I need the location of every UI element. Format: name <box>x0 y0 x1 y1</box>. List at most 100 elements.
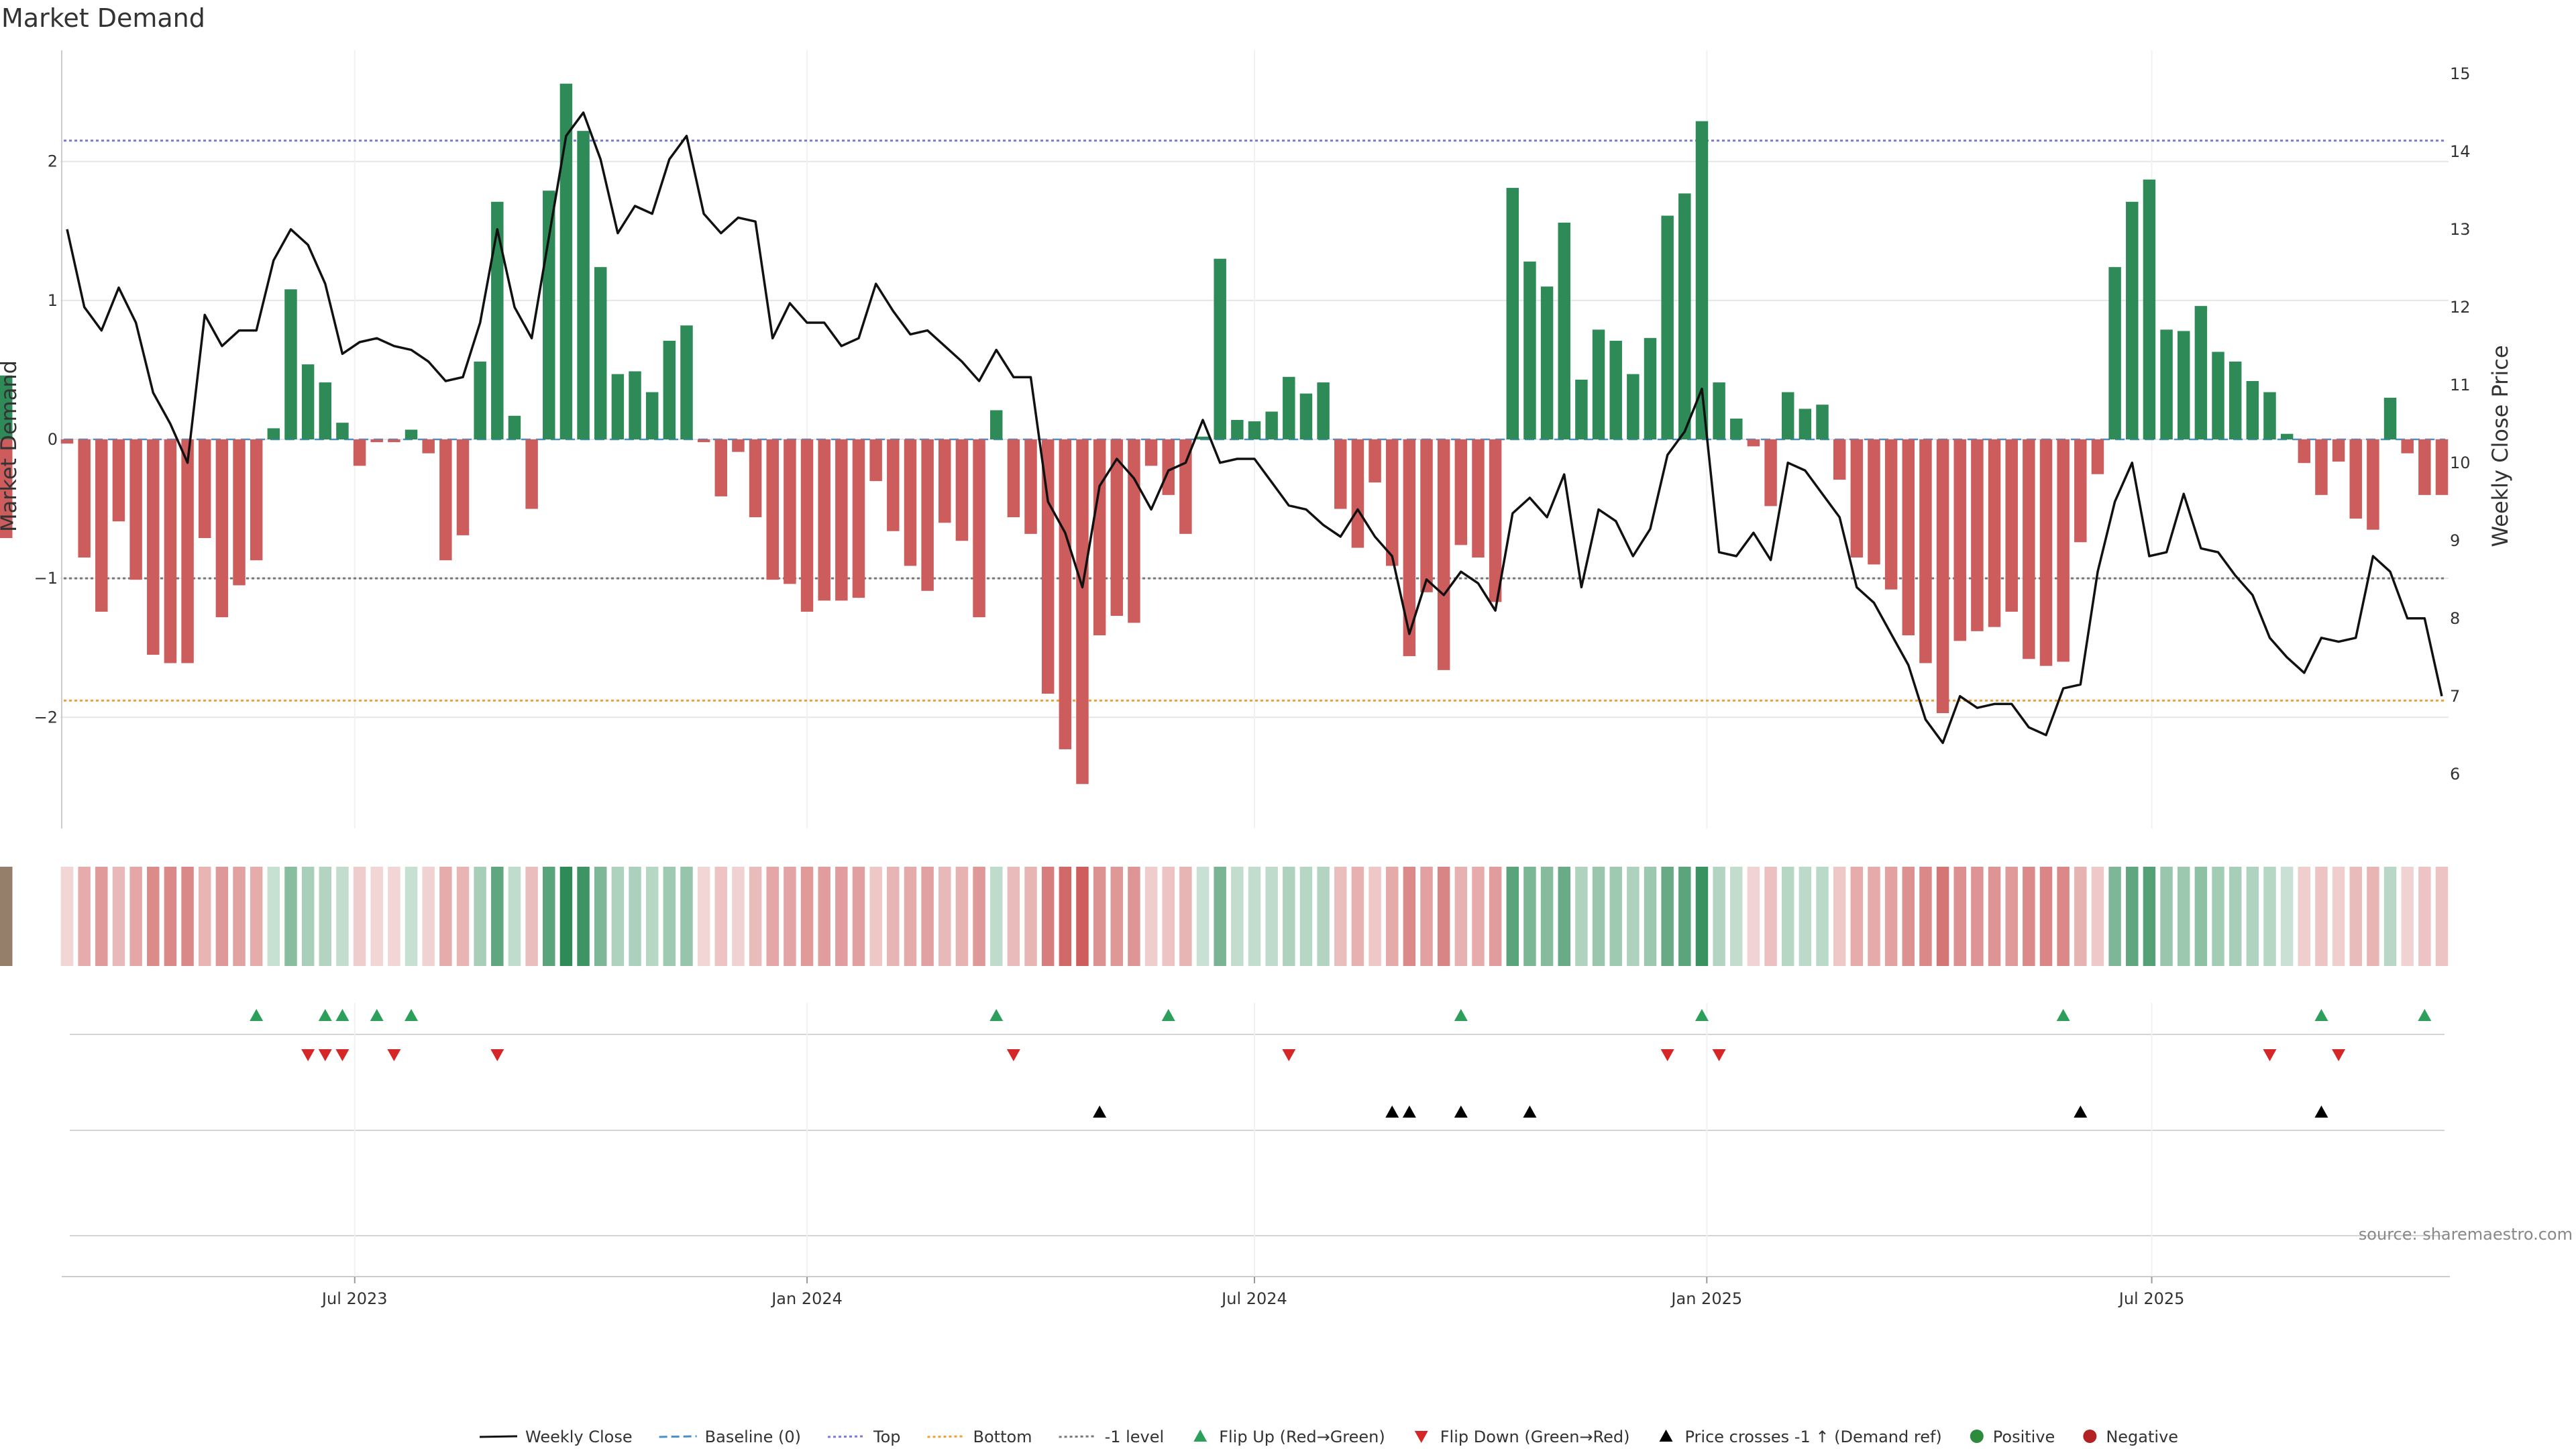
left-axis-ticks: −2 −1 0 1 2 <box>34 152 58 727</box>
demand-bar <box>0 375 13 439</box>
demand-bar <box>1644 337 1657 439</box>
demand-bar <box>1609 340 1622 439</box>
demand-bar <box>0 439 13 526</box>
demand-bar <box>1884 439 1898 590</box>
x-tick-label: Jul 2023 <box>321 1289 388 1308</box>
heat-cell <box>2212 867 2224 966</box>
demand-bar <box>2074 439 2087 543</box>
demand-bar <box>198 439 211 539</box>
heat-cell <box>2194 867 2208 966</box>
legend-item: Negative <box>2083 1428 2178 1446</box>
heat-cell <box>301 867 315 966</box>
price-cross-marker <box>1523 1106 1537 1118</box>
legend-label: Negative <box>2106 1428 2178 1446</box>
heat-cell <box>1868 867 1880 966</box>
demand-bar <box>388 439 400 443</box>
heat-cell <box>1575 867 1588 966</box>
heat-cell <box>611 867 625 966</box>
demand-bar <box>1575 379 1588 439</box>
legend-swatch <box>927 1435 965 1438</box>
heat-cell <box>1059 867 1072 966</box>
heat-cell <box>1299 867 1313 966</box>
demand-bar <box>1110 439 1124 616</box>
demand-bar <box>1283 376 1295 439</box>
flip-up-marker <box>989 1009 1004 1021</box>
weekly-close-line <box>66 111 2443 745</box>
flip-up-marker <box>2314 1009 2328 1021</box>
heat-cell <box>1385 867 1399 966</box>
demand-bar <box>422 439 435 453</box>
heat-cell <box>1076 867 1089 966</box>
heat-cell <box>1781 867 1794 966</box>
heat-cell <box>1093 867 1106 966</box>
heat-cell <box>1231 867 1244 966</box>
heat-cell <box>577 867 590 966</box>
flip-up-marker <box>2418 1009 2432 1021</box>
legend-item: Top <box>828 1428 901 1446</box>
heat-cell <box>388 867 400 966</box>
heat-cell <box>2177 867 2190 966</box>
demand-bar <box>2023 439 2035 659</box>
heat-cell <box>198 867 211 966</box>
heat-cell <box>2057 867 2070 966</box>
heat-cell <box>474 867 486 966</box>
heat-cell <box>1265 867 1278 966</box>
heat-cell <box>1454 867 1468 966</box>
demand-bar <box>2212 352 2224 439</box>
heat-cell <box>1833 867 1846 966</box>
heat-cell <box>0 867 13 966</box>
legend-label: Bottom <box>973 1428 1032 1446</box>
demand-bar <box>1868 439 1880 565</box>
heat-cell <box>1747 867 1760 966</box>
demand-bar <box>1144 439 1158 466</box>
heat-cell <box>818 867 830 966</box>
demand-bar <box>1781 392 1794 439</box>
left-axis-title: Market Demand <box>0 360 21 532</box>
heat-cell <box>1128 867 1140 966</box>
heat-cell <box>1196 867 1210 966</box>
heat-cell <box>319 867 332 966</box>
demand-bar <box>1299 393 1313 439</box>
legend-item: -1 level <box>1059 1428 1164 1446</box>
heat-cell <box>2383 867 2397 966</box>
demand-bar <box>2383 397 2397 439</box>
heat-cell <box>422 867 435 966</box>
demand-bar <box>818 439 830 601</box>
flip-down-marker <box>335 1049 350 1061</box>
heat-cell <box>1317 867 1330 966</box>
demand-bar <box>1024 439 1037 534</box>
demand-bar <box>1214 258 1226 439</box>
heat-cell <box>2418 867 2431 966</box>
right-axis-title: Weekly Close Price <box>2487 345 2513 547</box>
demand-bar <box>2229 362 2242 439</box>
heat-cell <box>95 867 108 966</box>
demand-bar <box>164 439 177 663</box>
heat-cell <box>1695 867 1709 966</box>
flip-down-marker <box>318 1049 332 1061</box>
demand-bar <box>1971 439 1984 631</box>
flip-up-marker <box>1695 1009 1709 1021</box>
demand-bar <box>1248 421 1261 439</box>
demand-bar <box>1988 439 2001 627</box>
heat-cell <box>1179 867 1192 966</box>
heat-cell <box>1661 867 1674 966</box>
demand-bar <box>2332 439 2345 462</box>
legend-item: Flip Down (Green→Red) <box>1414 1428 1630 1446</box>
heat-cell <box>2246 867 2259 966</box>
demand-bar <box>1437 439 1450 670</box>
heat-cell <box>869 867 882 966</box>
heat-cell <box>938 867 951 966</box>
heat-cell <box>1919 867 1932 966</box>
demand-bar <box>1317 382 1330 439</box>
demand-bar <box>1902 439 1915 636</box>
right-tick-label: 6 <box>2450 765 2460 784</box>
demand-bar <box>250 439 263 561</box>
heat-cell <box>1368 867 1381 966</box>
demand-bar <box>1627 374 1640 439</box>
demand-bar <box>1936 439 1949 714</box>
flip-up-marker <box>318 1009 332 1021</box>
legend-item: Weekly Close <box>479 1428 633 1446</box>
heat-cell <box>680 867 693 966</box>
heat-cell <box>1902 867 1915 966</box>
demand-bar <box>1713 382 1725 439</box>
